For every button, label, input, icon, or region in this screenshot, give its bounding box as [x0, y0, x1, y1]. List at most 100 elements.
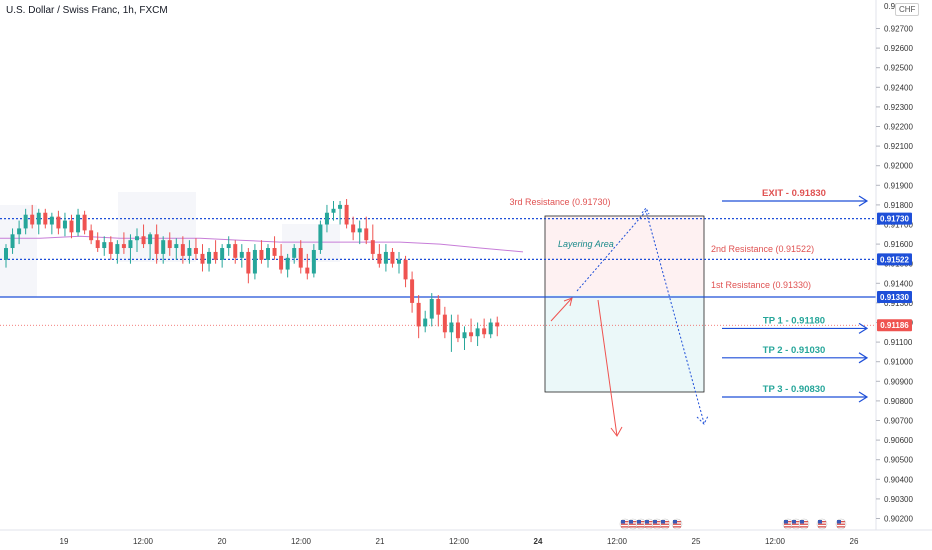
target-label-0: EXIT - 0.91830	[762, 188, 826, 199]
candle	[331, 208, 336, 213]
price-tick-label: 0.91300	[884, 299, 913, 308]
resistance-3-label: 3rd Resistance (0.91730)	[509, 197, 610, 207]
moving-average-line	[0, 235, 524, 253]
candle	[17, 228, 22, 235]
candle	[30, 214, 35, 225]
price-tick-label: 0.90500	[884, 456, 913, 465]
candle	[469, 332, 474, 337]
candle	[69, 220, 74, 233]
candle	[82, 214, 87, 231]
candle	[298, 248, 303, 268]
candle	[364, 228, 369, 241]
price-tick-label: 0.92600	[884, 44, 913, 53]
candle	[161, 240, 166, 254]
us-flag-event-icon	[798, 518, 810, 530]
candle	[148, 234, 153, 245]
price-tick-label: 0.92000	[884, 162, 913, 171]
target-arrow-head	[858, 352, 869, 364]
time-tick-label: 12:00	[765, 537, 786, 546]
resistance-3-tag: 0.91730	[880, 215, 909, 224]
currency-badge[interactable]: CHF	[895, 3, 920, 16]
economic-event-icons[interactable]	[619, 518, 847, 530]
candle	[174, 244, 179, 249]
candles	[4, 199, 500, 352]
candle	[442, 314, 447, 333]
candle	[4, 248, 8, 260]
candle	[403, 259, 408, 280]
candle	[102, 242, 107, 249]
current-price-tag: 0.91186	[880, 321, 909, 330]
candle	[462, 332, 467, 339]
candle	[76, 214, 81, 233]
candle	[311, 249, 316, 274]
trade-box-risk-zone	[545, 216, 704, 295]
candle	[259, 249, 264, 260]
price-tick-label: 0.91400	[884, 279, 913, 288]
candle	[108, 242, 113, 254]
candle	[495, 322, 500, 327]
candle	[449, 322, 454, 333]
target-arrow-head	[858, 391, 869, 403]
candle	[36, 212, 41, 225]
current-price-tag-bg	[877, 319, 912, 332]
trade-box	[544, 215, 705, 393]
price-tick-label: 0.92400	[884, 83, 913, 92]
candle	[370, 240, 375, 254]
drop-arrow	[597, 299, 618, 437]
price-tick-label: 0.91700	[884, 221, 913, 230]
price-tick-label: 0.92	[884, 2, 900, 11]
price-tick-label: 0.92700	[884, 25, 913, 34]
time-tick-label: 20	[218, 537, 227, 546]
projected-path	[576, 209, 705, 424]
candle	[239, 251, 244, 258]
candle	[220, 248, 225, 260]
candle	[344, 204, 349, 225]
time-tick-label: 12:00	[291, 537, 312, 546]
entry-arrow	[550, 297, 573, 322]
candle	[200, 253, 205, 264]
time-tick-label: 12:00	[449, 537, 470, 546]
time-tick-label: 12:00	[133, 537, 154, 546]
candle	[154, 234, 159, 254]
price-axis[interactable]: 0.92 0.92700 0.92600 0.92500 0.92400 0.92300 0…	[875, 0, 913, 530]
price-tick-label: 0.90600	[884, 436, 913, 445]
price-tags: 0.91730 0.91522 0.91330 0.91186	[877, 212, 912, 332]
candle	[338, 204, 343, 209]
candle	[429, 298, 434, 319]
time-axis[interactable]: 19 12:00 20 12:00 21 12:00 24 12:00 25 12:00 26	[0, 529, 932, 546]
candle	[305, 267, 310, 274]
candle	[482, 328, 487, 335]
time-tick-label: 12:00	[607, 537, 628, 546]
price-tick-label: 0.91000	[884, 358, 913, 367]
projected-path-head	[696, 415, 709, 425]
resistance-3-tag-bg	[877, 212, 912, 225]
price-tick-label: 0.90400	[884, 475, 913, 484]
candle	[226, 244, 231, 249]
time-tick-label: 26	[850, 537, 859, 546]
resistance-1-tag-bg	[877, 291, 912, 304]
candle	[121, 244, 126, 249]
candle	[141, 236, 146, 245]
candle	[292, 248, 297, 258]
candle	[246, 251, 251, 274]
target-arrows: EXIT - 0.91830 TP 1 - 0.91180 TP 2 - 0.910…	[722, 188, 869, 403]
candle	[436, 298, 441, 315]
target-label-2: TP 2 - 0.91030	[763, 345, 826, 356]
us-flag-event-icon	[671, 518, 683, 530]
candle	[193, 248, 198, 254]
candle	[272, 248, 277, 256]
candle	[180, 244, 185, 256]
resistance-1-tag: 0.91330	[880, 293, 909, 302]
layering-area-label: Layering Area	[558, 239, 614, 249]
us-flag-event-icon	[643, 518, 655, 530]
time-tick-label: 25	[692, 537, 701, 546]
us-flag-event-icon	[659, 518, 671, 530]
candle	[279, 255, 284, 270]
price-tick-label: 0.91600	[884, 240, 913, 249]
trade-box-outline	[544, 215, 705, 393]
price-tick-label: 0.92500	[884, 64, 913, 73]
resistance-2-tag-bg	[877, 253, 912, 266]
shade-box	[282, 224, 340, 262]
candle	[115, 244, 120, 254]
